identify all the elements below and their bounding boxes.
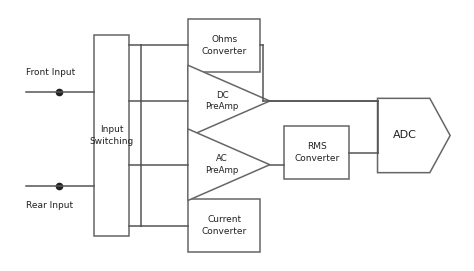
Bar — [94, 35, 129, 236]
Text: Ohms
Converter: Ohms Converter — [201, 35, 247, 56]
Bar — [284, 126, 349, 179]
Text: Current
Converter: Current Converter — [201, 215, 247, 236]
Polygon shape — [188, 65, 270, 137]
Bar — [188, 19, 260, 72]
Text: ADC: ADC — [393, 131, 417, 140]
Text: RMS
Converter: RMS Converter — [294, 142, 339, 163]
Text: Front Input: Front Input — [26, 68, 75, 77]
Bar — [188, 199, 260, 252]
Polygon shape — [188, 129, 270, 201]
Text: Rear Input: Rear Input — [26, 201, 73, 209]
Polygon shape — [377, 98, 450, 173]
Text: AC
PreAmp: AC PreAmp — [206, 154, 239, 175]
Text: DC
PreAmp: DC PreAmp — [206, 91, 239, 111]
Text: Input
Switching: Input Switching — [90, 125, 134, 146]
